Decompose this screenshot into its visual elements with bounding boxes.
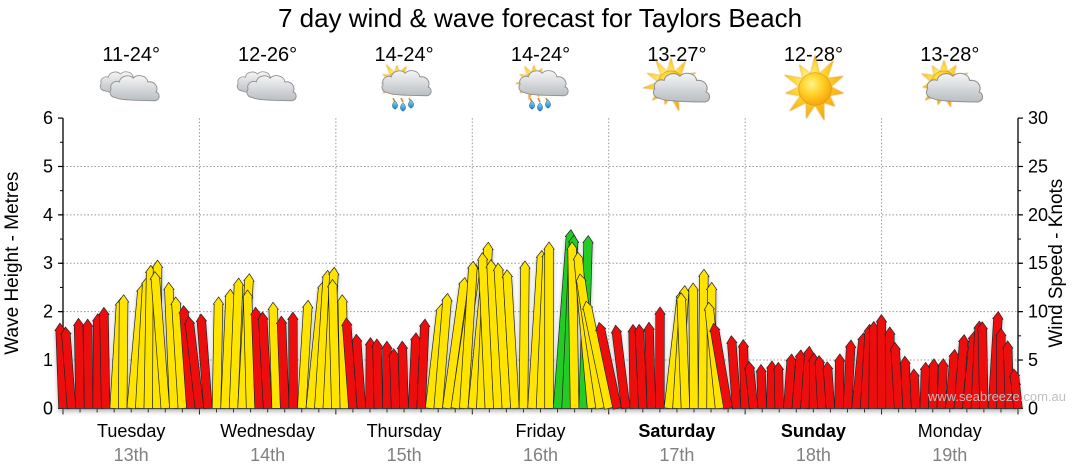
svg-text:Wave Height - Metres: Wave Height - Metres	[2, 172, 23, 355]
svg-text:3: 3	[43, 253, 53, 273]
svg-text:0: 0	[43, 398, 53, 418]
svg-text:5: 5	[1028, 350, 1038, 370]
svg-text:Wind Speed - Knots: Wind Speed - Knots	[1046, 179, 1067, 348]
svg-text:5: 5	[43, 157, 53, 177]
svg-text:6: 6	[43, 108, 53, 128]
svg-text:30: 30	[1028, 108, 1048, 128]
svg-text:1: 1	[43, 350, 53, 370]
svg-text:25: 25	[1028, 157, 1048, 177]
svg-text:2: 2	[43, 302, 53, 322]
svg-text:4: 4	[43, 205, 53, 225]
